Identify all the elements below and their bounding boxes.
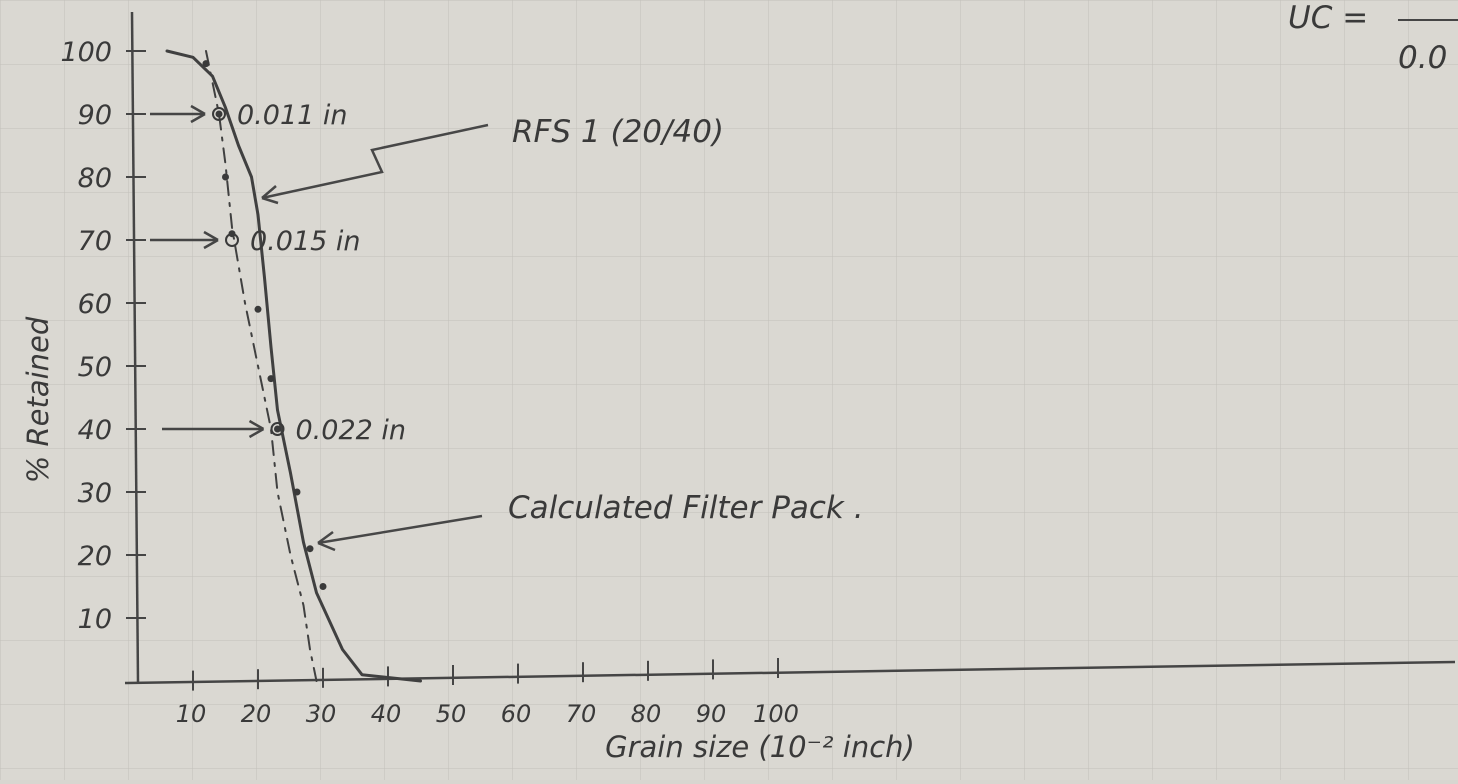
markers: 0.011 in 0.015 in 0.022 in	[150, 100, 406, 446]
marker-label-2: 0.015 in	[250, 226, 361, 257]
series	[165, 49, 422, 683]
rfs-arrowhead	[261, 185, 279, 205]
ticks: 10 20 30 40 50 60 70 80 90 100 10 20 30 40 50 60 70 80 90 1…	[60, 37, 798, 728]
y-tick-label-80: 80	[78, 163, 112, 194]
data-point-8	[293, 488, 301, 496]
y-axis-line	[130, 11, 140, 684]
series-line-rfs	[165, 49, 422, 683]
x-tick-label-80: 80	[631, 700, 662, 728]
y-axis-label: % Retained	[21, 316, 55, 483]
marker-label-3: 0.022 in	[296, 415, 407, 446]
filter-pack-arrowhead	[317, 530, 336, 552]
x-tick-label-50: 50	[436, 700, 467, 728]
data-point-10	[319, 583, 327, 590]
x-tick-label-60: 60	[501, 700, 532, 728]
filter-pack-arrow	[317, 514, 483, 545]
data-point-3	[222, 173, 229, 181]
data-point-7	[274, 425, 281, 433]
x-tick-label-30: 30	[306, 700, 337, 728]
rfs-annotation-arrow	[261, 123, 489, 200]
x-tick-label-10: 10	[176, 700, 207, 728]
data-point-5	[254, 305, 262, 313]
marker-circle-2	[225, 233, 239, 247]
y-tick-label-70: 70	[78, 226, 112, 257]
x-tick-label-40: 40	[371, 700, 402, 728]
x-axis-label: Grain size (10⁻² inch)	[605, 730, 915, 764]
marker-label-1: 0.011 in	[237, 100, 348, 131]
marker-arrowhead-2	[203, 230, 219, 250]
y-tick-label-60: 60	[78, 289, 112, 320]
y-tick-label-10: 10	[78, 604, 112, 635]
x-tick-label-70: 70	[566, 700, 597, 728]
x-tick-label-90: 90	[696, 700, 727, 728]
series-line-filter-pack	[205, 50, 318, 682]
axes	[124, 11, 1456, 685]
x-axis-line	[124, 660, 1456, 685]
marker-arrowhead-1	[190, 104, 206, 124]
y-tick-label-90: 90	[78, 100, 112, 131]
filter-pack-annotation: Calculated Filter Pack .	[508, 490, 864, 526]
y-tick-label-20: 20	[78, 541, 112, 572]
y-tick-label-50: 50	[78, 352, 112, 383]
data-point-2	[215, 110, 223, 118]
rfs-annotation: RFS 1 (20/40)	[512, 114, 724, 150]
marker-arrowhead-3	[248, 419, 265, 439]
marker-circle-3	[270, 422, 285, 436]
x-tick-label-100: 100	[753, 700, 799, 728]
uc-denominator: 0.0	[1398, 40, 1447, 76]
y-tick-label-40: 40	[78, 415, 112, 446]
data-point-9	[306, 545, 314, 553]
y-tick-label-100: 100	[60, 37, 112, 68]
data-point-6	[267, 375, 275, 383]
uc-text: UC =	[1288, 0, 1368, 36]
x-tick-label-20: 20	[241, 700, 272, 728]
data-point-1	[202, 60, 210, 68]
marker-circle-1	[212, 107, 226, 121]
y-tick-label-30: 30	[78, 478, 112, 509]
